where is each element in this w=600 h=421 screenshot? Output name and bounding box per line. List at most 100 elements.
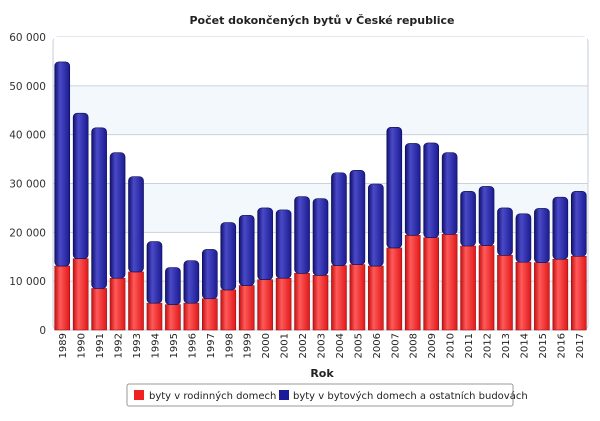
bar-bytove-1999 [238, 214, 255, 286]
bar-rodinne-1991 [91, 288, 107, 331]
x-tick-label: 1993 [132, 333, 143, 358]
x-tick-label: 2006 [372, 333, 383, 358]
bar-rodinne-2005 [349, 264, 366, 331]
bar-bytove-2003 [312, 198, 329, 276]
bar-bytove-1995 [165, 267, 181, 305]
bar-rodinne-2002 [294, 273, 310, 331]
bar-bytove-2008 [404, 143, 421, 236]
bar-rodinne-1990 [72, 258, 89, 331]
x-tick-label: 2014 [519, 333, 530, 358]
x-tick-label: 1991 [95, 333, 106, 358]
x-tick-label: 1996 [187, 333, 198, 358]
bar-bytove-1997 [202, 249, 218, 300]
bar-bytove-1991 [91, 127, 107, 289]
x-axis-label: Rok [310, 367, 334, 380]
bar-rodinne-2006 [368, 265, 384, 331]
bar-rodinne-2014 [515, 261, 532, 331]
x-tick-label: 2004 [335, 333, 346, 358]
bar-bytove-2004 [331, 172, 347, 266]
x-tick-label: 1989 [58, 333, 69, 358]
bar-bytove-2015 [534, 208, 550, 263]
bar-rodinne-1992 [109, 277, 126, 331]
bar-bytove-2000 [257, 207, 273, 281]
bar-rodinne-1999 [238, 285, 255, 331]
x-tick-label: 1999 [243, 333, 254, 358]
bar-bytove-2001 [275, 209, 292, 279]
x-tick-label: 2017 [575, 333, 586, 358]
x-tick-label: 1995 [169, 333, 180, 358]
bar-rodinne-2001 [275, 277, 292, 331]
bar-rodinne-2016 [552, 258, 569, 331]
bar-bytove-1989 [54, 61, 71, 267]
y-tick-label: 40 000 [9, 130, 46, 142]
bar-rodinne-2007 [386, 247, 403, 331]
bar-rodinne-1993 [128, 271, 144, 331]
legend-label-bytove: byty v bytových domech a ostatních budov… [293, 390, 528, 402]
bar-rodinne-1998 [220, 289, 237, 331]
bar-rodinne-1997 [202, 298, 218, 331]
x-tick-label: 2000 [261, 333, 272, 358]
bar-bytove-2009 [423, 142, 439, 239]
bar-bytove-1992 [109, 152, 126, 279]
x-tick-label: 2003 [317, 333, 328, 358]
legend-swatch-bytove [279, 390, 289, 400]
y-tick-label: 50 000 [9, 81, 46, 93]
bar-bytove-2011 [460, 191, 476, 247]
bar-bytove-1996 [183, 260, 200, 304]
y-tick-label: 30 000 [9, 179, 46, 191]
grid-band [54, 37, 587, 86]
bar-bytove-1998 [220, 222, 237, 291]
bar-bytove-2013 [497, 207, 513, 256]
bar-rodinne-2004 [331, 265, 347, 331]
bar-bytove-1993 [128, 176, 144, 273]
x-tick-label: 2010 [446, 333, 457, 358]
x-tick-label: 1990 [77, 333, 88, 358]
x-tick-label: 2005 [353, 333, 364, 358]
bar-rodinne-1994 [146, 302, 163, 331]
x-tick-label: 1998 [224, 333, 235, 358]
x-tick-label: 1992 [114, 333, 125, 358]
x-tick-label: 2013 [501, 333, 512, 358]
x-tick-label: 2008 [409, 333, 420, 358]
bar-bytove-2006 [368, 183, 384, 267]
y-tick-label: 20 000 [9, 227, 46, 239]
bar-rodinne-2011 [460, 245, 476, 331]
x-tick-label: 2015 [538, 333, 549, 358]
chart-title: Počet dokončených bytů v České republice [189, 14, 454, 27]
bar-rodinne-2003 [312, 275, 329, 331]
bar-bytove-1990 [72, 112, 89, 260]
bar-rodinne-2010 [441, 233, 458, 331]
bar-rodinne-2009 [423, 237, 439, 331]
legend-swatch-rodinne [134, 390, 144, 400]
bar-rodinne-1996 [183, 302, 200, 331]
y-tick-label: 0 [39, 325, 46, 337]
legend-label-rodinne: byty v rodinných domech [149, 390, 276, 402]
legend: byty v rodinných domech byty v bytových … [126, 383, 528, 407]
x-tick-label: 2011 [464, 333, 475, 358]
bar-bytove-2005 [349, 170, 366, 265]
x-tick-label: 2009 [427, 333, 438, 358]
bar-bytove-2014 [515, 213, 532, 263]
x-tick-label: 2016 [556, 333, 567, 358]
y-tick-label: 60 000 [9, 32, 46, 44]
y-tick-label: 10 000 [9, 276, 46, 288]
bar-rodinne-1989 [54, 265, 71, 331]
x-tick-label: 2002 [298, 333, 309, 358]
x-tick-label: 1997 [206, 333, 217, 358]
x-tick-label: 1994 [150, 333, 161, 358]
grid-band [54, 134, 587, 184]
x-tick-label: 2007 [390, 333, 401, 358]
bar-rodinne-2008 [404, 234, 421, 331]
bar-rodinne-2017 [570, 255, 587, 331]
bar-rodinne-2015 [534, 262, 550, 331]
bar-bytove-2007 [386, 127, 403, 249]
bar-rodinne-1995 [165, 304, 181, 331]
bar-bytove-2010 [441, 152, 458, 235]
x-tick-label: 2012 [483, 333, 494, 358]
bar-rodinne-2000 [257, 279, 273, 331]
bar-bytove-2016 [552, 196, 569, 260]
bar-bytove-2012 [478, 186, 495, 246]
x-tick-label: 2001 [280, 333, 291, 358]
bar-rodinne-2013 [497, 254, 513, 331]
